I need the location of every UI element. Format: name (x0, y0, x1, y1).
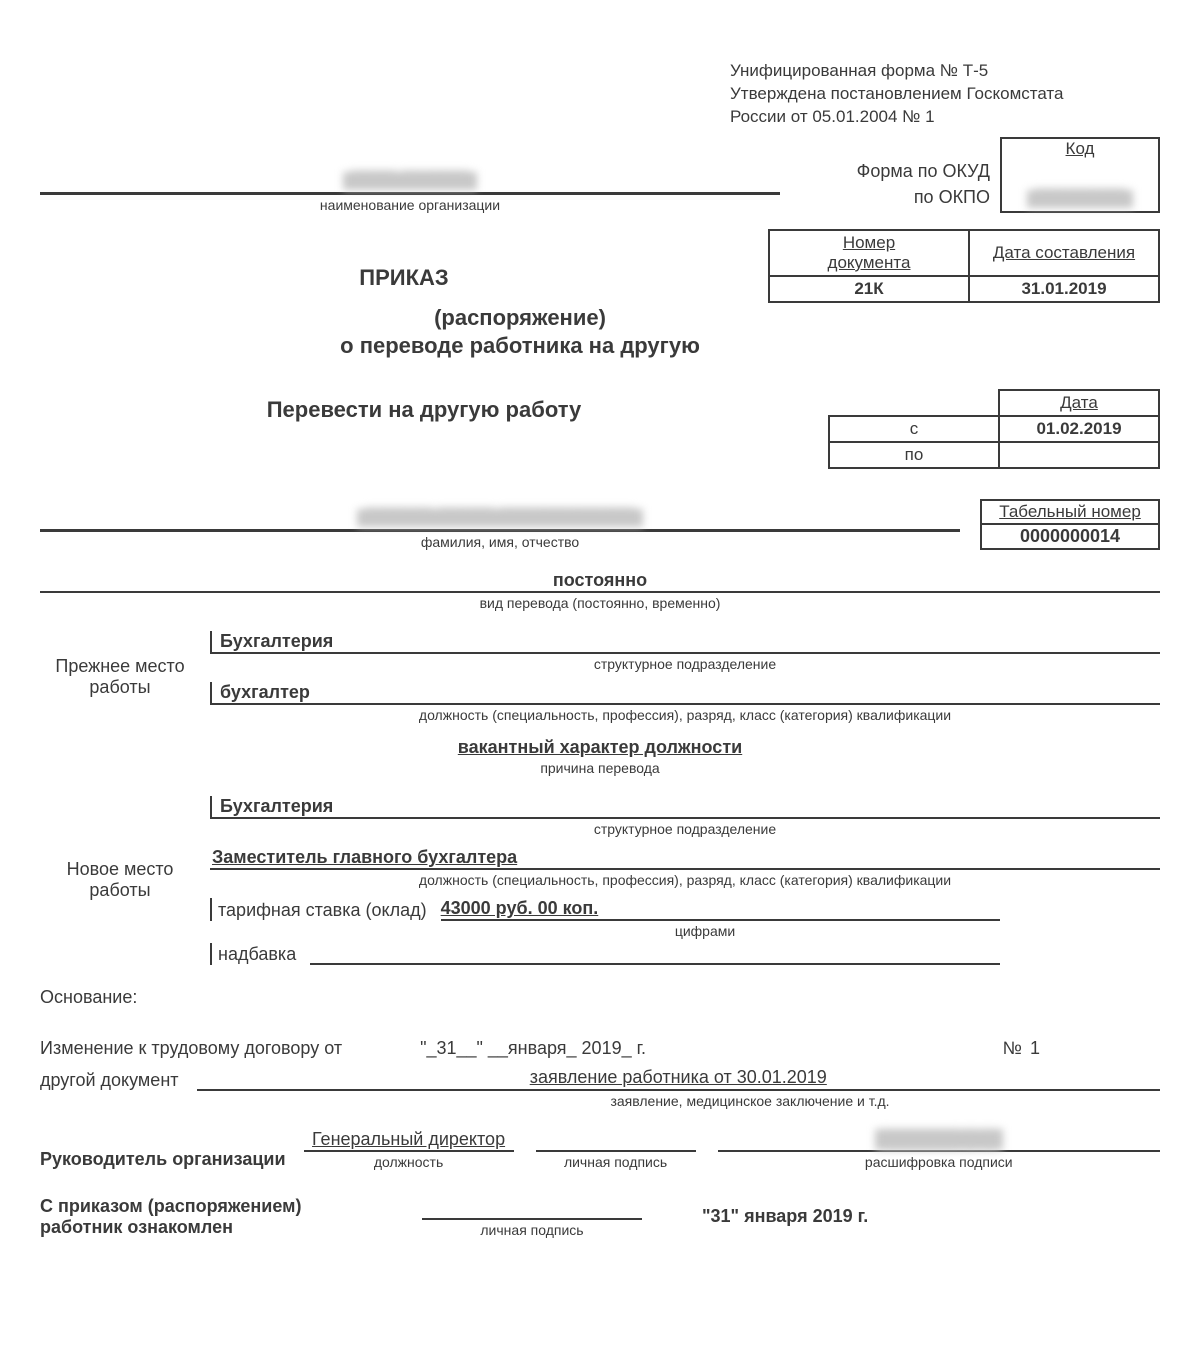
head-sign-line (536, 1130, 696, 1152)
document-number-table: Номер документа Дата составления 21К 31.… (768, 229, 1160, 303)
head-sign-caption: личная подпись (564, 1154, 667, 1170)
title-sub: (распоряжение) (0, 305, 1160, 331)
head-name-line: ██████ █ █ (718, 1129, 1160, 1152)
new-body: Бухгалтерия структурное подразделение За… (210, 796, 1160, 965)
transfer-kind-caption: вид перевода (постоянно, временно) (40, 595, 1160, 611)
prev-dept-caption: структурное подразделение (210, 656, 1160, 672)
form-reference-block: Унифицированная форма № Т-5 Утверждена п… (40, 60, 1160, 129)
transfer-row: Перевести на другую работу Дата с 01.02.… (40, 389, 1160, 469)
prev-dept-value: Бухгалтерия (218, 631, 1160, 652)
head-name-caption: расшифровка подписи (865, 1154, 1013, 1170)
doc-date-header: Дата составления (969, 230, 1159, 276)
org-name-column: ████ ██████ наименование организации (40, 172, 820, 213)
transfer-kind-value: постоянно (40, 570, 1160, 591)
transfer-kind-block: постоянно вид перевода (постоянно, време… (40, 570, 1160, 611)
form-reference: Унифицированная форма № Т-5 Утверждена п… (730, 60, 1160, 129)
prev-pos-wrap: бухгалтер (210, 682, 1160, 703)
title-line2: о переводе работника на другую (0, 333, 1160, 359)
salary-label: тарифная ставка (оклад) (218, 900, 441, 921)
previous-workplace-block: Прежнее место работы Бухгалтерия структу… (40, 631, 1160, 723)
prev-pos-value: бухгалтер (218, 682, 1160, 703)
org-and-codes-row: ████ ██████ наименование организации Код… (40, 137, 1160, 213)
basis-agreement-row: Изменение к трудовому договору от "_31__… (40, 1038, 1160, 1059)
prev-dept-wrap: Бухгалтерия (210, 631, 1160, 652)
ack-sign-line (422, 1198, 642, 1220)
basis-other-doc-row: другой документ заявление работника от 3… (40, 1067, 1160, 1091)
agreement-num-value: 1 (1030, 1038, 1040, 1059)
org-name-underline (40, 192, 780, 195)
prev-pos-caption: должность (специальность, профессия), ра… (210, 707, 1160, 723)
transfer-to-label: по (829, 442, 999, 468)
fio-row: ██████ █████ ████████████ фамилия, имя, … (40, 499, 1160, 550)
head-signature-row: Руководитель организации Генеральный дир… (40, 1129, 1160, 1170)
fio-caption: фамилия, имя, отчество (421, 534, 579, 550)
allowance-value (310, 943, 1000, 965)
okud-label: Форма по ОКУД (820, 161, 1000, 187)
new-workplace-block: Новое место работы Бухгалтерия структурн… (40, 796, 1160, 965)
tab-no-value: 0000000014 (980, 523, 1160, 550)
fio-column: ██████ █████ ████████████ фамилия, имя, … (40, 509, 960, 550)
ack-label2: работник ознакомлен (40, 1217, 400, 1238)
codes-header: Код (1000, 137, 1160, 161)
allowance-label: надбавка (218, 944, 310, 965)
head-position-value: Генеральный директор (304, 1129, 514, 1152)
ack-sign-caption: личная подпись (480, 1222, 583, 1238)
transfer-dates-table: Дата с 01.02.2019 по (828, 389, 1160, 469)
reason-caption: причина перевода (300, 760, 900, 776)
transfer-title: Перевести на другую работу (40, 389, 828, 423)
title-left: ПРИКАЗ (40, 229, 768, 303)
fio-underline (40, 529, 960, 532)
title-main: ПРИКАЗ (40, 265, 768, 291)
ack-row: С приказом (распоряжением) работник озна… (40, 1196, 1160, 1238)
transfer-date-header: Дата (999, 390, 1159, 416)
transfer-from-value: 01.02.2019 (999, 416, 1159, 442)
reason-value: вакантный характер должности (458, 737, 742, 757)
title-row: ПРИКАЗ Номер документа Дата составления … (40, 229, 1160, 303)
new-dept-value: Бухгалтерия (218, 796, 1160, 817)
reason-block: вакантный характер должности причина пер… (40, 737, 1160, 776)
doc-num-value: 21К (769, 276, 969, 302)
ack-label1: С приказом (распоряжением) (40, 1196, 400, 1217)
new-side-label: Новое место работы (40, 796, 210, 965)
other-doc-label: другой документ (40, 1070, 197, 1091)
previous-side-label: Прежнее место работы (40, 631, 210, 723)
agreement-label: Изменение к трудовому договору от (40, 1038, 360, 1059)
agreement-num-label: № (1003, 1038, 1022, 1059)
new-dept-caption: структурное подразделение (210, 821, 1160, 837)
codes-block: Код Форма по ОКУД по ОКПО ████████ (820, 137, 1160, 213)
okpo-value: ████████ (1000, 187, 1160, 213)
previous-body: Бухгалтерия структурное подразделение бу… (210, 631, 1160, 723)
salary-value: 43000 руб. 00 коп. (441, 898, 1000, 921)
document-form: Унифицированная форма № Т-5 Утверждена п… (0, 0, 1200, 1298)
doc-date-value: 31.01.2019 (969, 276, 1159, 302)
fio-value: ██████ █████ ████████████ (357, 509, 643, 527)
salary-caption: цифрами (210, 923, 1000, 939)
agreement-date: "_31__" __января_ 2019_ г. (420, 1038, 646, 1059)
transfer-kind-underline (40, 591, 1160, 593)
new-pos-caption: должность (специальность, профессия), ра… (210, 872, 1160, 888)
okud-value (1000, 161, 1160, 187)
basis-label: Основание: (40, 987, 1160, 1008)
other-doc-value: заявление работника от 30.01.2019 (530, 1067, 827, 1087)
new-pos-value: Заместитель главного бухгалтера (210, 847, 1160, 870)
head-position-caption: должность (374, 1154, 443, 1170)
org-name-caption: наименование организации (320, 197, 500, 213)
okpo-label: по ОКПО (820, 187, 1000, 213)
tab-no-block: Табельный номер 0000000014 (980, 499, 1160, 550)
tab-no-header: Табельный номер (980, 499, 1160, 523)
transfer-to-value (999, 442, 1159, 468)
ack-date-value: "31" января 2019 г. (702, 1206, 868, 1227)
doc-num-header: документа (778, 253, 960, 273)
org-name-value: ████ ██████ (343, 172, 477, 190)
other-doc-caption: заявление, медицинское заключение и т.д. (40, 1093, 1160, 1109)
transfer-from-label: с (829, 416, 999, 442)
head-label: Руководитель организации (40, 1149, 304, 1170)
